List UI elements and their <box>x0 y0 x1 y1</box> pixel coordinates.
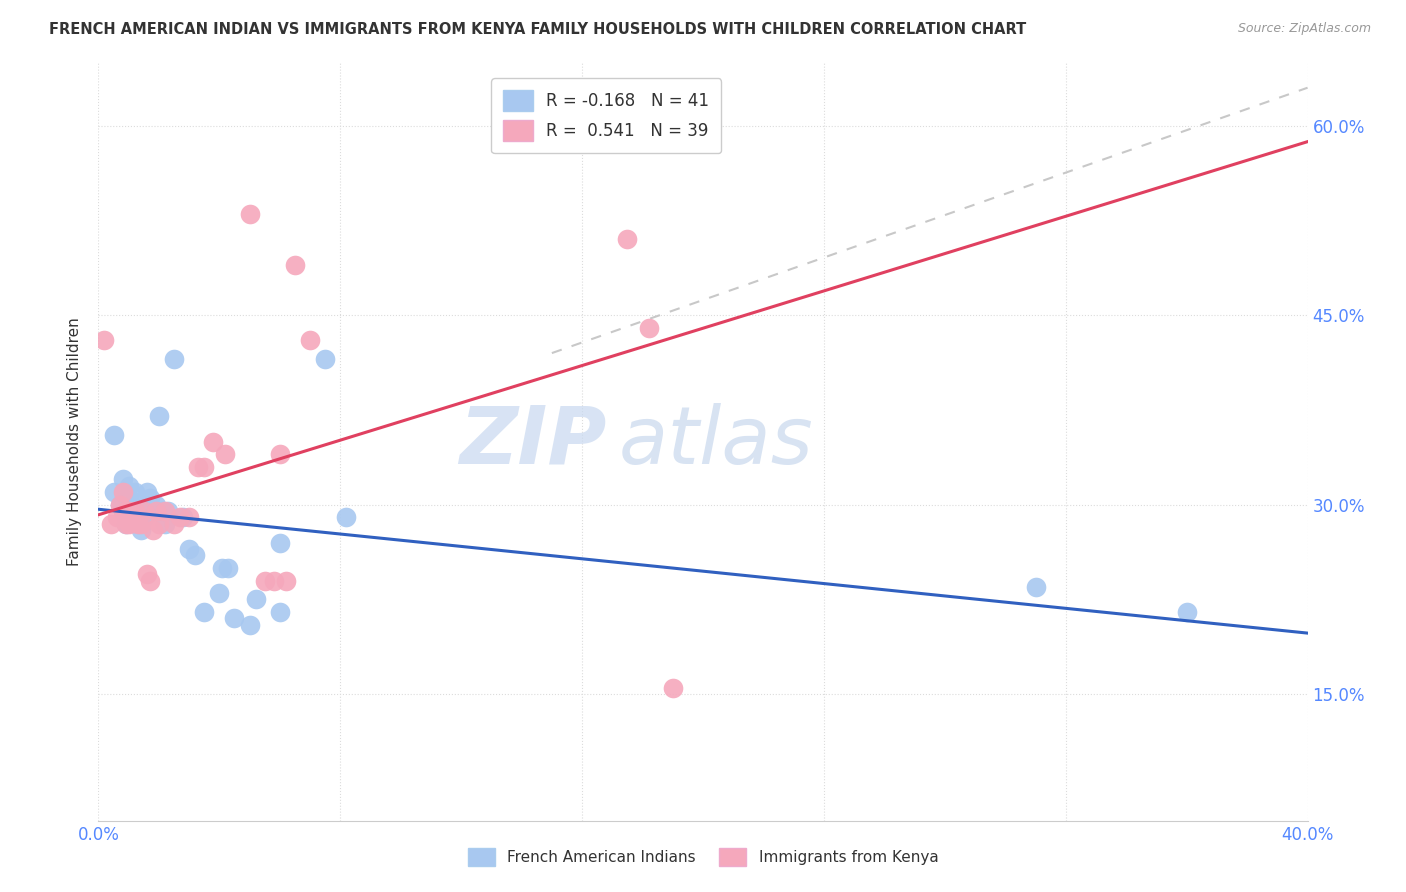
Point <box>193 605 215 619</box>
Point <box>169 510 191 524</box>
Point <box>127 504 149 518</box>
Point <box>139 574 162 588</box>
Point <box>263 574 285 588</box>
Point <box>127 516 149 531</box>
Point <box>193 459 215 474</box>
Point <box>148 516 170 531</box>
Point <box>637 321 659 335</box>
Point <box>274 574 297 588</box>
Point <box>148 409 170 424</box>
Point <box>150 504 173 518</box>
Text: Source: ZipAtlas.com: Source: ZipAtlas.com <box>1237 22 1371 36</box>
Point <box>153 516 176 531</box>
Point <box>114 516 136 531</box>
Point <box>121 510 143 524</box>
Point <box>145 498 167 512</box>
Point <box>335 510 357 524</box>
Point <box>145 504 167 518</box>
Point <box>1175 605 1198 619</box>
Point <box>132 510 155 524</box>
Point <box>132 504 155 518</box>
Point <box>179 510 201 524</box>
Point <box>314 352 336 367</box>
Point <box>163 516 186 531</box>
Point <box>299 334 322 348</box>
Point <box>139 491 162 506</box>
Text: FRENCH AMERICAN INDIAN VS IMMIGRANTS FROM KENYA FAMILY HOUSEHOLDS WITH CHILDREN : FRENCH AMERICAN INDIAN VS IMMIGRANTS FRO… <box>49 22 1026 37</box>
Point <box>127 516 149 531</box>
Point <box>269 535 291 549</box>
Point <box>118 504 141 518</box>
Point <box>253 574 276 588</box>
Point <box>135 567 157 582</box>
Point <box>163 352 186 367</box>
Point <box>118 510 141 524</box>
Point <box>184 548 207 563</box>
Point <box>135 485 157 500</box>
Point <box>187 459 209 474</box>
Point <box>239 207 262 221</box>
Point <box>129 523 152 537</box>
Point <box>118 479 141 493</box>
Point <box>93 334 115 348</box>
Point <box>172 510 194 524</box>
Point <box>214 447 236 461</box>
Point <box>211 561 233 575</box>
Text: atlas: atlas <box>619 402 813 481</box>
Point <box>156 504 179 518</box>
Point <box>217 561 239 575</box>
Point <box>269 447 291 461</box>
Point <box>616 232 638 246</box>
Point <box>239 617 262 632</box>
Point <box>129 516 152 531</box>
Text: ZIP: ZIP <box>458 402 606 481</box>
Point <box>108 498 131 512</box>
Point <box>142 523 165 537</box>
Y-axis label: Family Households with Children: Family Households with Children <box>67 318 83 566</box>
Point <box>111 485 134 500</box>
Point <box>103 428 125 442</box>
Point <box>103 485 125 500</box>
Point <box>208 586 231 600</box>
Point <box>124 485 146 500</box>
Point <box>121 498 143 512</box>
Point <box>245 592 267 607</box>
Point <box>142 504 165 518</box>
Point <box>224 611 246 625</box>
Point <box>105 510 128 524</box>
Point <box>571 131 593 145</box>
Point <box>111 473 134 487</box>
Point <box>108 498 131 512</box>
Point <box>100 516 122 531</box>
Point <box>111 510 134 524</box>
Point <box>118 491 141 506</box>
Point <box>114 516 136 531</box>
Point <box>111 504 134 518</box>
Point <box>118 516 141 531</box>
Point <box>1024 580 1046 594</box>
Point <box>179 541 201 556</box>
Point <box>124 504 146 518</box>
Point <box>124 504 146 518</box>
Point <box>661 681 683 695</box>
Point <box>284 258 307 272</box>
Legend: French American Indians, Immigrants from Kenya: French American Indians, Immigrants from… <box>460 841 946 873</box>
Point <box>202 434 225 449</box>
Point <box>153 504 176 518</box>
Point <box>269 605 291 619</box>
Point <box>114 504 136 518</box>
